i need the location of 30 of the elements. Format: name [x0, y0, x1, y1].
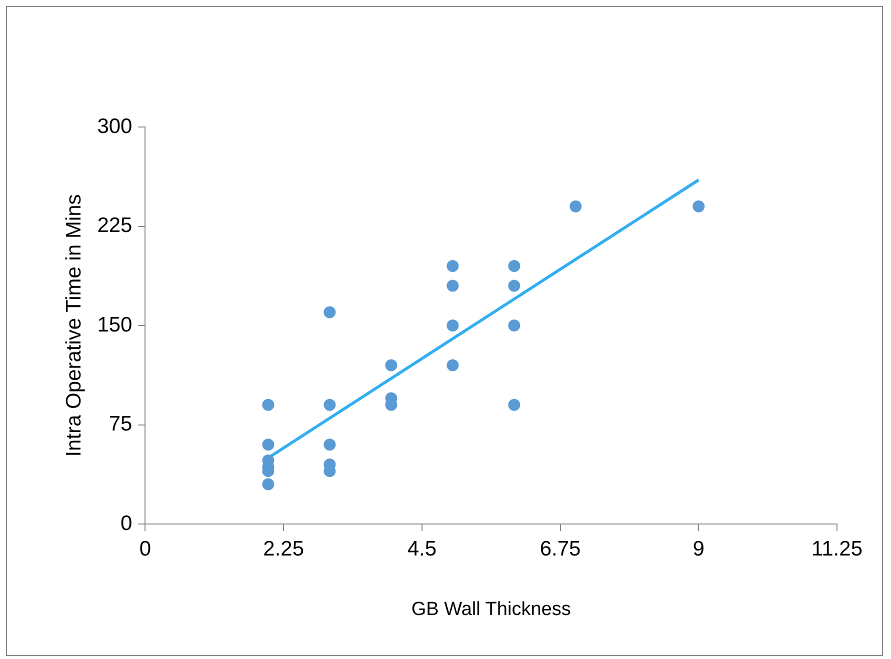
point: [446, 260, 459, 272]
y-tick-label: 75: [108, 412, 132, 436]
point: [446, 280, 459, 292]
x-axis-title: GB Wall Thickness: [411, 598, 571, 620]
y-tick-label: 0: [120, 512, 132, 535]
point: [262, 438, 274, 451]
point: [570, 200, 582, 212]
point: [508, 280, 520, 292]
x-tick-label: 2.25: [263, 537, 304, 560]
x-tick-label: 6.75: [540, 537, 581, 560]
point: [508, 260, 520, 272]
point: [324, 306, 336, 318]
y-axis-title: Intra Operative Time in Mins: [62, 194, 86, 457]
point: [262, 478, 274, 490]
y-tick-label: 300: [97, 114, 132, 138]
point: [446, 320, 459, 332]
y-tick-label: 150: [97, 313, 132, 336]
point: [262, 398, 274, 411]
x-tick-label: 0: [139, 537, 152, 560]
point: [324, 438, 336, 451]
x-tick-label: 4.5: [407, 537, 437, 560]
point: [508, 398, 520, 411]
x-tick-label: 11.25: [812, 537, 862, 560]
x-tick-label: 9: [692, 537, 704, 560]
point: [446, 359, 459, 372]
point: [385, 359, 398, 372]
point: [324, 398, 336, 411]
point: [692, 200, 705, 212]
point: [508, 320, 520, 332]
y-tick-label: 225: [97, 214, 132, 238]
